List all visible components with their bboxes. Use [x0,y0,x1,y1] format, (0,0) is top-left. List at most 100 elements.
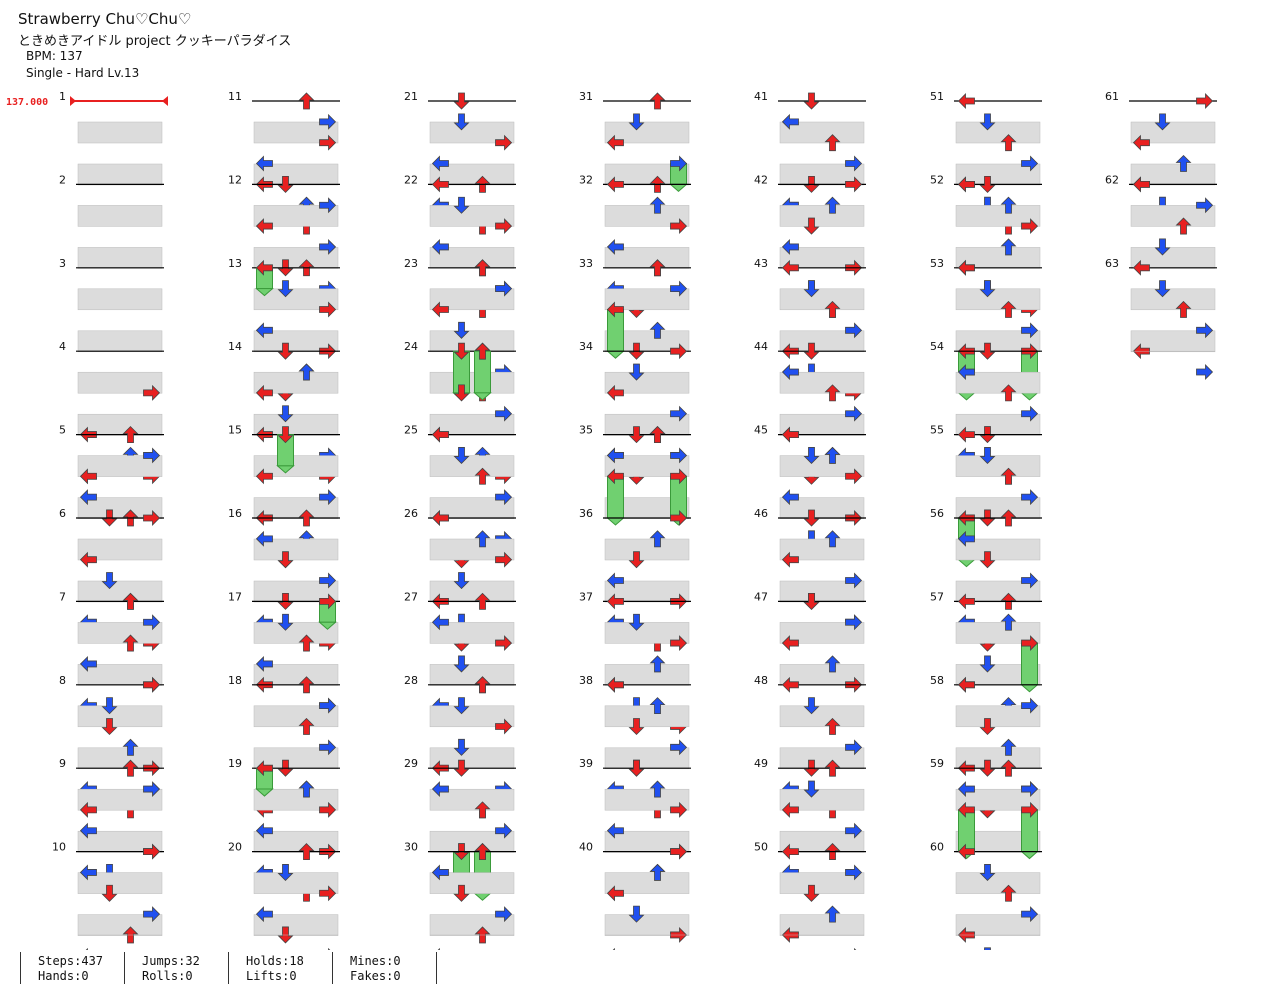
left-arrow-icon [781,364,799,381]
down-arrow-icon [628,718,645,736]
up-arrow-icon [298,634,315,652]
left-arrow-icon [255,530,273,547]
measure-13: 13 [228,257,340,402]
hold-end [669,183,688,193]
measure-2: 2 [59,173,164,269]
measure-number: 25 [404,424,418,437]
up-arrow-icon [298,717,315,735]
measure-number: 10 [52,841,66,854]
beat-stripe [955,121,1041,144]
right-arrow-icon [1021,572,1039,589]
down-arrow-icon [803,697,820,715]
measure-number: 54 [930,340,944,353]
beat-stripe [429,830,515,853]
beat-stripe [429,371,515,394]
right-arrow-icon [854,947,857,950]
stat-mines: Mines:0 [350,954,401,968]
up-arrow-icon [298,676,315,694]
left-arrow-icon [957,781,975,798]
beat-stripe [429,664,515,686]
beat-stripe [604,121,690,144]
step-chart: 1234567891011121314151617181920212223242… [6,90,1217,950]
left-arrow-icon [606,676,624,693]
left-arrow-icon [781,113,799,130]
bpm-arrow-icon [162,96,168,106]
left-arrow-icon [781,259,799,276]
beat-stripe [429,247,515,269]
down-arrow-icon [628,759,645,777]
measure-number: 60 [930,841,944,854]
right-arrow-icon [670,801,688,818]
up-arrow-icon [824,446,841,464]
down-arrow-icon [628,363,645,381]
right-arrow-icon [495,718,513,735]
hold-end [318,621,337,630]
down-arrow-icon [101,697,118,715]
hold-end [606,517,625,526]
right-arrow-icon [670,843,688,860]
right-arrow-icon [845,572,863,589]
measure-27: 27 [404,590,516,714]
right-arrow-icon [845,468,863,485]
left-arrow-icon [781,489,799,506]
left-arrow-icon [606,238,624,255]
left-arrow-icon [957,176,975,193]
down-arrow-icon [803,509,820,527]
right-arrow-icon [670,739,688,756]
right-arrow-icon [495,218,513,235]
measure-57: 57 [930,590,1042,714]
right-arrow-icon [1021,218,1039,235]
beat-stripe [604,747,690,770]
right-arrow-icon [845,739,863,756]
up-arrow-icon [649,655,666,673]
down-arrow-icon [803,780,820,798]
down-arrow-icon [803,593,820,610]
right-arrow-icon [143,676,161,693]
stat-holds: Holds:18 [246,954,304,968]
beat-stripe [779,371,865,394]
beat-stripe [779,747,865,770]
up-arrow-icon [474,467,491,485]
measure-number: 42 [754,173,768,186]
beat-stripe [253,830,339,853]
up-arrow-icon [1000,300,1017,318]
beat-stripe [779,705,865,728]
measure-number: 58 [930,674,944,687]
measure-number: 62 [1105,173,1119,186]
right-arrow-icon [1196,364,1214,380]
beat-stripe [77,622,163,644]
down-arrow-icon [453,697,470,715]
measure-48: 48 [754,674,866,819]
down-arrow-icon [453,759,470,777]
left-arrow-icon [79,655,97,672]
beat-stripe [429,914,515,936]
right-arrow-icon [143,614,161,631]
left-arrow-icon [606,301,624,318]
measure-12: 12 [228,173,340,297]
left-arrow-icon [437,947,440,950]
measure-number: 13 [228,257,242,270]
beat-stripe [955,622,1041,644]
hold-end [1020,684,1039,693]
stat-fakes: Fakes:0 [350,969,401,983]
up-arrow-icon [649,426,666,444]
down-arrow-icon [453,321,470,339]
down-arrow-icon [628,613,645,631]
right-arrow-icon [670,510,688,526]
hold-body [1021,809,1038,853]
right-arrow-icon [143,843,161,860]
up-arrow-icon [1000,134,1017,152]
beat-stripe [604,872,690,894]
up-arrow-icon [649,92,666,110]
hold-body [958,809,975,853]
hold-body [607,475,624,519]
measure-45: 45 [754,424,866,548]
beat-stripe [1130,330,1216,353]
beat-stripe [779,664,865,686]
down-arrow-icon [277,613,294,631]
down-arrow-icon [453,113,470,131]
measure-number: 46 [754,507,768,520]
beat-stripe [1130,163,1216,186]
down-arrow-icon [628,551,645,569]
left-arrow-icon [79,468,97,485]
